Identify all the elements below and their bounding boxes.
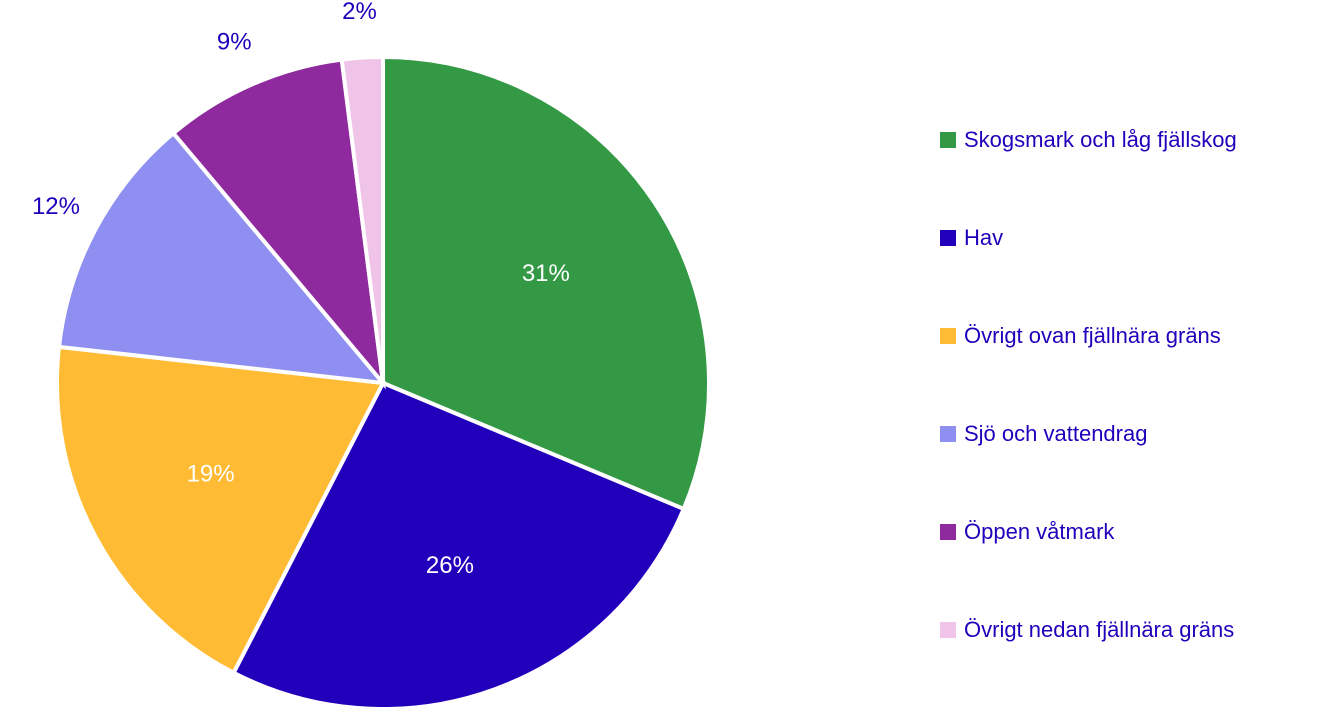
- pie-slice: [339, 54, 385, 384]
- pie-slice: [230, 380, 687, 711]
- legend-label: Övrigt nedan fjällnära gräns: [964, 617, 1234, 642]
- slice-label: 19%: [187, 461, 235, 488]
- pie-slice: [170, 57, 386, 390]
- slice-label: 2%: [342, 0, 377, 25]
- slice-label: 9%: [217, 28, 252, 55]
- pie-slice: [381, 54, 711, 512]
- legend-swatch: [940, 230, 956, 246]
- pie-slice: [55, 344, 387, 676]
- legend-label: Hav: [964, 225, 1003, 250]
- legend-swatch: [940, 426, 956, 442]
- pie-slice: [56, 130, 388, 386]
- legend-swatch: [940, 132, 956, 148]
- legend-label: Öppen våtmark: [964, 519, 1115, 544]
- slice-label: 12%: [32, 193, 80, 220]
- legend-label: Sjö och vattendrag: [964, 421, 1147, 446]
- slice-label: 26%: [426, 552, 474, 579]
- legend-label: Övrigt ovan fjällnära gräns: [964, 323, 1221, 348]
- legend-label: Skogsmark och låg fjällskog: [964, 127, 1237, 152]
- legend-swatch: [940, 328, 956, 344]
- legend-swatch: [940, 524, 956, 540]
- legend-swatch: [940, 622, 956, 638]
- slice-label: 31%: [522, 260, 570, 287]
